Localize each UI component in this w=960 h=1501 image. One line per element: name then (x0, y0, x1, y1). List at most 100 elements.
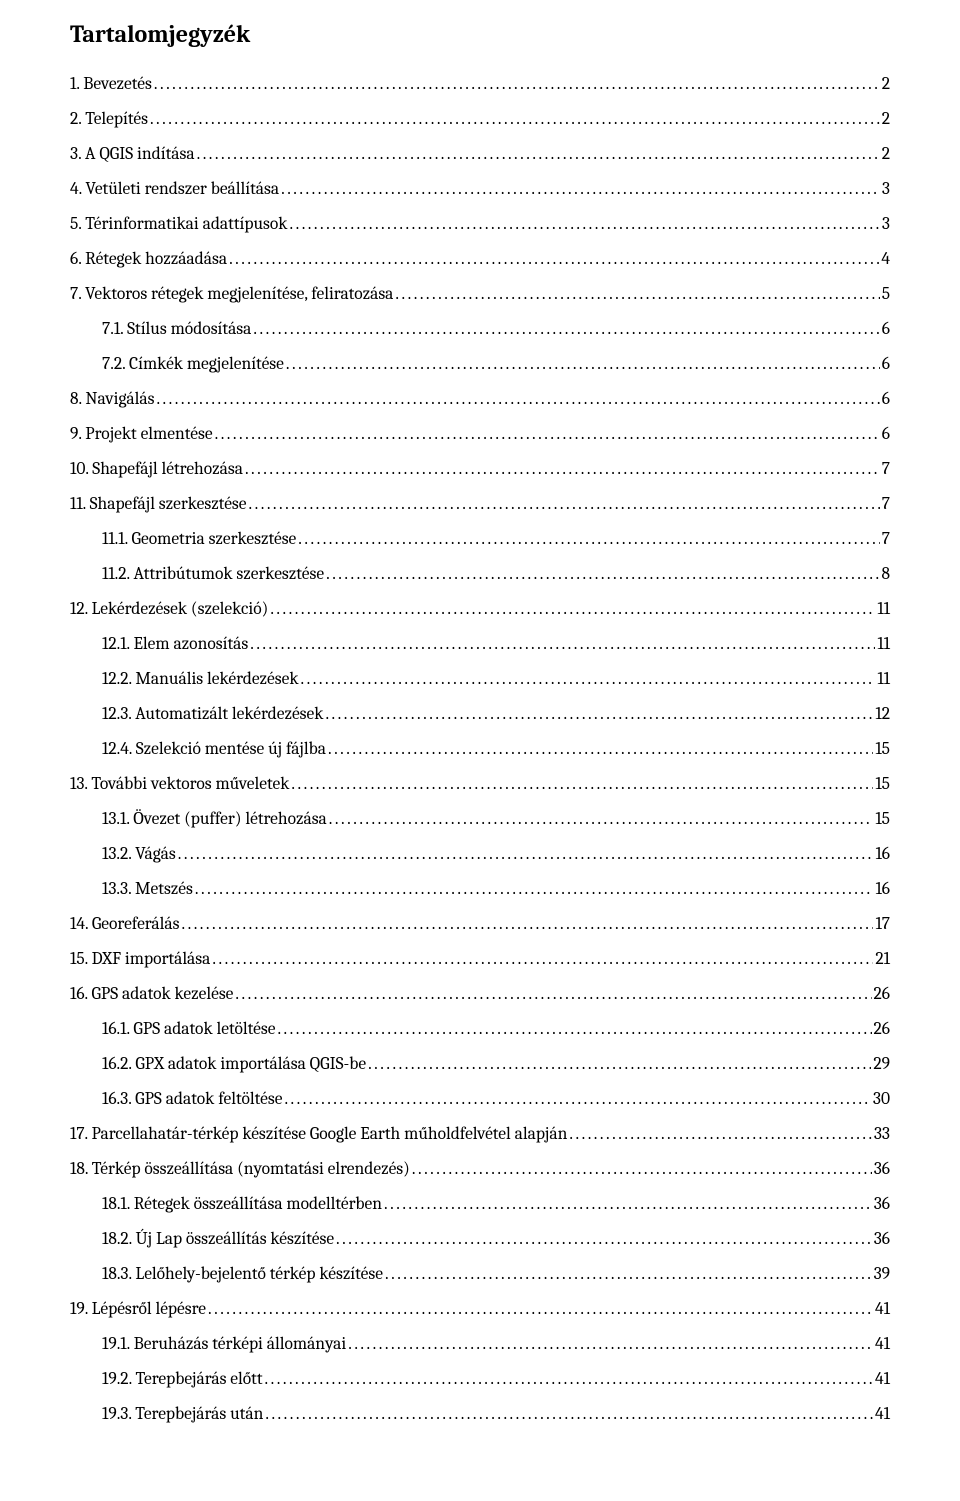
toc-entry-label: 3. A QGIS indítása (70, 146, 195, 164)
document-page: Tartalomjegyzék 1. Bevezetés 2 2. Telepíté… (0, 0, 960, 1501)
toc-entry-label: 13.2. Vágás (102, 846, 176, 864)
toc-leader-dots (336, 1231, 872, 1249)
toc-leader-dots (265, 1406, 873, 1424)
toc-entry-label: 16.1. GPS adatok letöltése (102, 1021, 275, 1039)
toc-entry-page: 11 (877, 601, 890, 619)
toc-entry-label: 12. Lekérdezések (szelekció) (70, 601, 268, 619)
toc-entry: 11.1. Geometria szerkesztése7 (70, 531, 890, 549)
toc-entry-page: 36 (874, 1231, 890, 1249)
toc-leader-dots (328, 741, 873, 759)
toc-leader-dots (195, 881, 874, 899)
toc-entry-label: 19. Lépésről lépésre (70, 1301, 206, 1319)
toc-leader-dots (215, 426, 880, 444)
toc-leader-dots (250, 636, 875, 654)
toc-leader-dots (253, 321, 879, 339)
toc-leader-dots (197, 146, 880, 164)
toc-entry-page: 4 (881, 251, 890, 269)
toc-entry: 19.1. Beruházás térképi állományai41 (70, 1336, 890, 1354)
toc-entry: 16.3. GPS adatok feltöltése30 (70, 1091, 890, 1109)
toc-entry-page: 39 (874, 1266, 890, 1284)
toc-leader-dots (326, 566, 879, 584)
toc-leader-dots (229, 251, 879, 269)
toc-leader-dots (286, 356, 880, 374)
toc-entry-page: 5 (882, 286, 890, 304)
toc-entry: 11.2. Attribútumok szerkesztése8 (70, 566, 890, 584)
toc-entry: 13.3. Metszés16 (70, 881, 890, 899)
toc-entry: 13.2. Vágás16 (70, 846, 890, 864)
toc-leader-dots (569, 1126, 871, 1144)
toc-entry-label: 17. Parcellahatár-térkép készítése Googl… (70, 1126, 567, 1144)
toc-leader-dots (281, 181, 880, 199)
toc-entry: 7. Vektoros rétegek megjelenítése, felir… (70, 286, 890, 304)
toc-leader-dots (412, 1161, 872, 1179)
toc-leader-dots (270, 601, 875, 619)
toc-entry-page: 7 (882, 531, 890, 549)
toc-entry: 19. Lépésről lépésre 41 (70, 1301, 890, 1319)
toc-entry: 14. Georeferálás17 (70, 916, 890, 934)
toc-leader-dots (277, 1021, 871, 1039)
toc-entry-label: 16.2. GPX adatok importálása QGIS-be (102, 1056, 366, 1074)
toc-entry: 16.2. GPX adatok importálása QGIS-be29 (70, 1056, 890, 1074)
toc-entry-page: 15 (875, 811, 890, 829)
toc-entry-page: 7 (882, 496, 890, 514)
toc-entry-page: 7 (882, 461, 890, 479)
toc-entry-label: 8. Navigálás (70, 391, 154, 409)
toc-entry-label: 2. Telepítés (70, 111, 148, 129)
toc-entry-label: 5. Térinformatikai adattípusok (70, 216, 287, 234)
toc-entry-label: 6. Rétegek hozzáadása (70, 251, 227, 269)
toc-entry: 5. Térinformatikai adattípusok3 (70, 216, 890, 234)
toc-entry: 18. Térkép összeállítása (nyomtatási elr… (70, 1161, 890, 1179)
toc-list: 1. Bevezetés 2 2. Telepítés 2 3. A QGIS indí… (70, 76, 890, 1424)
toc-leader-dots (325, 706, 873, 724)
toc-entry-page: 8 (882, 566, 891, 584)
toc-leader-dots (368, 1056, 871, 1074)
toc-entry: 18.2. Új Lap összeállítás készítése36 (70, 1231, 890, 1249)
toc-entry-page: 2 (882, 146, 890, 164)
toc-entry-page: 2 (882, 76, 890, 94)
toc-entry-page: 11 (877, 671, 890, 689)
toc-entry-page: 41 (875, 1406, 890, 1424)
toc-leader-dots (284, 1091, 870, 1109)
toc-title: Tartalomjegyzék (70, 20, 890, 48)
toc-entry-label: 1. Bevezetés (70, 76, 152, 94)
toc-leader-dots (245, 461, 880, 479)
toc-entry-label: 12.2. Manuális lekérdezések (102, 671, 299, 689)
toc-entry: 16. GPS adatok kezelése26 (70, 986, 890, 1004)
toc-leader-dots (235, 986, 871, 1004)
toc-entry-label: 13.3. Metszés (102, 881, 193, 899)
toc-leader-dots (265, 1371, 874, 1389)
toc-entry-label: 7. Vektoros rétegek megjelenítése, felir… (70, 286, 393, 304)
toc-entry: 18.3. Lelőhely-bejelentő térkép készítés… (70, 1266, 890, 1284)
toc-entry: 7.2. Címkék megjelenítése6 (70, 356, 890, 374)
toc-entry-page: 6 (882, 391, 890, 409)
toc-entry-page: 2 (882, 111, 890, 129)
toc-entry-label: 12.1. Elem azonosítás (102, 636, 248, 654)
toc-entry-page: 11 (877, 636, 890, 654)
toc-entry-page: 6 (882, 321, 890, 339)
toc-entry-label: 18.1. Rétegek összeállítása modelltérben (102, 1196, 382, 1214)
toc-entry-page: 41 (875, 1301, 890, 1319)
toc-entry: 18.1. Rétegek összeállítása modelltérben… (70, 1196, 890, 1214)
toc-entry-label: 13. További vektoros műveletek (70, 776, 289, 794)
toc-entry: 9. Projekt elmentése6 (70, 426, 890, 444)
toc-leader-dots (212, 951, 873, 969)
toc-entry: 1. Bevezetés 2 (70, 76, 890, 94)
toc-entry: 7.1. Stílus módosítása 6 (70, 321, 890, 339)
toc-entry: 13.1. Övezet (puffer) létrehozása 15 (70, 811, 890, 829)
toc-entry-label: 7.1. Stílus módosítása (102, 321, 251, 339)
toc-entry-label: 19.1. Beruházás térképi állományai (102, 1336, 346, 1354)
toc-entry: 12. Lekérdezések (szelekció) 11 (70, 601, 890, 619)
toc-entry-page: 36 (874, 1161, 890, 1179)
toc-entry-label: 14. Georeferálás (70, 916, 179, 934)
toc-entry-page: 6 (882, 356, 890, 374)
toc-leader-dots (178, 846, 874, 864)
toc-entry-label: 13.1. Övezet (puffer) létrehozása (102, 811, 327, 829)
toc-entry-label: 12.4. Szelekció mentése új fájlba (102, 741, 326, 759)
toc-leader-dots (329, 811, 874, 829)
toc-entry-label: 16. GPS adatok kezelése (70, 986, 233, 1004)
toc-leader-dots (301, 671, 876, 689)
toc-entry: 10. Shapefájl létrehozása7 (70, 461, 890, 479)
toc-entry: 15. DXF importálása21 (70, 951, 890, 969)
toc-entry-page: 41 (875, 1371, 890, 1389)
toc-entry: 19.3. Terepbejárás után41 (70, 1406, 890, 1424)
